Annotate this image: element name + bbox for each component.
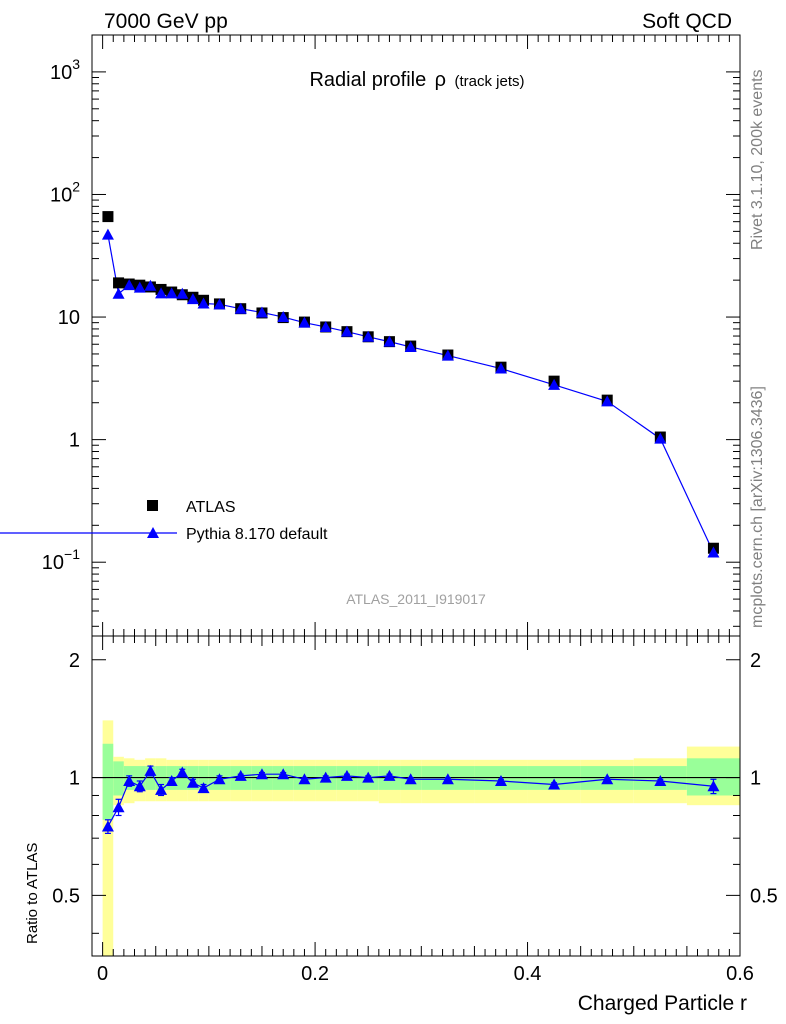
ratio-ytick-label: 0.5 (52, 885, 80, 907)
ratio-point (298, 773, 311, 785)
pythia-point (298, 316, 311, 328)
ratio-point (234, 769, 247, 781)
pythia-point (707, 546, 720, 558)
ratio-xtick-label: 0.6 (726, 963, 754, 985)
chart-title-sub: (track jets) (455, 73, 525, 90)
pythia-point (213, 298, 226, 310)
ratio-point (548, 778, 561, 790)
ratio-point (362, 771, 375, 783)
pythia-point (255, 306, 268, 318)
pythia-point (362, 330, 375, 342)
pythia-point (654, 432, 667, 444)
main-ytick-label: 103 (50, 56, 80, 84)
collision-energy-label: 7000 GeV pp (104, 10, 228, 33)
legend: ATLAS Pythia 8.170 default (0, 499, 328, 543)
pythia-point (234, 302, 247, 314)
main-ytick-label: 1 (69, 430, 80, 452)
pythia-point (197, 297, 210, 309)
ratio-xtick-label: 0.4 (514, 963, 542, 985)
ratio-ytick-label: 1 (69, 768, 80, 790)
ratio-point (133, 780, 146, 792)
pythia-point (340, 325, 353, 337)
ratio-ytick-label-right: 1 (750, 768, 761, 790)
ratio-point (441, 773, 454, 785)
ratio-point (144, 764, 157, 776)
chart-title-main: Radial profile (309, 69, 426, 91)
ratio-ytick-label-right: 2 (750, 650, 761, 672)
pythia-point (101, 228, 114, 240)
main-ytick-label: 10 (58, 307, 80, 329)
ratio-point (123, 774, 136, 786)
ratio-point (340, 769, 353, 781)
total-uncertainty-band (102, 720, 114, 956)
pythia-point (319, 320, 332, 332)
ratio-point (165, 774, 178, 786)
legend-atlas-marker (147, 500, 158, 511)
ratio-ytick-label: 2 (69, 650, 80, 672)
pythia-point (123, 279, 136, 291)
x-axis-label: Charged Particle r (578, 992, 747, 1015)
ratio-point (213, 773, 226, 785)
y-axis-label: Ratio to ATLAS (24, 843, 41, 944)
pythia-point (186, 293, 199, 305)
ratio-point (383, 769, 396, 781)
analysis-label: ATLAS_2011_I919017 (346, 591, 486, 607)
pythia-point (277, 311, 290, 323)
ratio-point (707, 780, 720, 792)
rivet-info-label: Rivet 3.1.10, 200k events (749, 69, 766, 250)
ratio-point (112, 801, 125, 813)
legend-pythia-label: Pythia 8.170 default (186, 526, 328, 543)
ratio-point (277, 768, 290, 780)
pythia-point (155, 287, 168, 299)
ratio-point (601, 773, 614, 785)
ratio-point (176, 766, 189, 778)
pythia-point (548, 378, 561, 390)
ratio-xtick-label: 0 (97, 963, 108, 985)
ratio-point (319, 771, 332, 783)
ratio-ytick-label-right: 0.5 (750, 885, 778, 907)
process-label: Soft QCD (642, 10, 732, 33)
ratio-point (101, 820, 114, 832)
ratio-point (197, 782, 210, 794)
pythia-point (176, 287, 189, 299)
ratio-point (186, 776, 199, 788)
main-ytick-label: 10−1 (42, 546, 80, 574)
chart-title: Radial profile ρ (track jets) (309, 69, 524, 91)
legend-atlas-label: ATLAS (186, 499, 236, 516)
pythia-point (601, 395, 614, 407)
ratio-point (654, 774, 667, 786)
main-panel-frame (91, 34, 741, 637)
pythia-point (404, 340, 417, 352)
stat-uncertainty-band (113, 761, 124, 796)
pythia-point (441, 349, 454, 361)
ratio-panel-frame (91, 635, 741, 957)
mcplots-label: mcplots.cern.ch [arXiv:1306.3436] (749, 386, 766, 628)
pythia-point (165, 287, 178, 299)
ratio-xtick-label: 0.2 (301, 963, 329, 985)
pythia-point (383, 335, 396, 347)
pythia-point (133, 281, 146, 293)
main-ytick-label: 102 (50, 178, 80, 206)
pythia-point (112, 287, 125, 299)
atlas-point (102, 211, 114, 223)
ratio-point (404, 773, 417, 785)
pythia-point (494, 362, 507, 374)
ratio-point (494, 774, 507, 786)
atlas-point (113, 277, 125, 289)
ratio-point (155, 783, 168, 795)
legend-pythia-marker (147, 527, 159, 538)
ratio-panel: 0.5 0.5 1 1 2 2 0 0.2 0.4 0.6 Ratio to ATLAS Cha… (24, 635, 778, 1015)
chart-title-symbol: ρ (435, 69, 446, 91)
pythia-point (144, 279, 157, 291)
ratio-point (255, 768, 268, 780)
stat-uncertainty-band (102, 743, 114, 820)
